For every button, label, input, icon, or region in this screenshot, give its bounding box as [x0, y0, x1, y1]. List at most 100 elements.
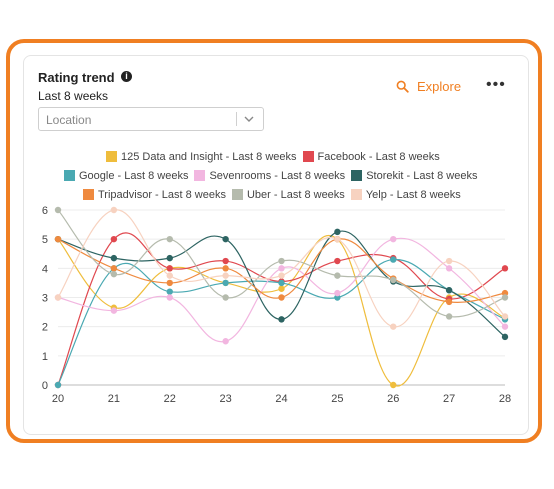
series-line	[57, 235, 506, 387]
legend-item[interactable]: Google - Last 8 weeks	[64, 170, 188, 182]
data-point	[390, 276, 397, 284]
legend-label: Facebook - Last 8 weeks	[317, 151, 440, 163]
legend-item[interactable]: Uber - Last 8 weeks	[231, 189, 345, 201]
data-point	[334, 228, 341, 236]
data-point	[278, 257, 285, 265]
data-point	[110, 270, 118, 278]
data-point	[110, 206, 118, 214]
legend-swatch	[64, 170, 75, 181]
legend-row-2: Google - Last 8 weeks Sevenrooms - Last 8…	[64, 170, 483, 182]
legend-row-1: 125 Data and Insight - Last 8 weeks Faceb…	[106, 151, 446, 163]
data-point	[278, 279, 285, 287]
data-point	[501, 265, 509, 272]
data-point	[166, 272, 173, 279]
data-point	[334, 272, 341, 279]
data-point	[54, 206, 62, 214]
data-point	[222, 294, 229, 301]
x-tick-label: 20	[52, 393, 64, 405]
legend-item[interactable]: Storekit - Last 8 weeks	[351, 170, 477, 182]
legend-label: Sevenrooms - Last 8 weeks	[209, 170, 346, 182]
data-point	[166, 288, 173, 295]
y-tick-label: 4	[42, 263, 48, 275]
legend-label: Uber - Last 8 weeks	[246, 189, 345, 201]
explore-label: Explore	[417, 79, 462, 94]
data-point	[501, 313, 509, 320]
legend-label: Tripadvisor - Last 8 weeks	[98, 189, 226, 201]
x-tick-label: 26	[387, 393, 399, 405]
data-point	[334, 289, 341, 297]
data-point	[390, 256, 397, 263]
legend-label: Yelp - Last 8 weeks	[365, 189, 461, 201]
legend-swatch	[231, 189, 243, 200]
search-icon	[396, 80, 409, 93]
legend-label: Google - Last 8 weeks	[79, 170, 189, 182]
legend-label: 125 Data and Insight - Last 8 weeks	[121, 151, 297, 163]
data-point	[445, 313, 453, 320]
y-tick-label: 6	[42, 205, 48, 217]
data-point	[334, 294, 341, 301]
data-point	[166, 235, 173, 243]
legend-item[interactable]: Facebook - Last 8 weeks	[302, 151, 440, 163]
data-point	[501, 323, 509, 330]
data-point	[110, 307, 118, 314]
card-title: Rating trend	[38, 70, 115, 85]
data-point	[278, 285, 285, 292]
data-point	[54, 294, 62, 301]
info-icon[interactable]: i	[121, 71, 132, 82]
legend-item[interactable]: Yelp - Last 8 weeks	[350, 189, 461, 201]
series-line	[57, 230, 506, 338]
explore-button[interactable]: Explore	[396, 79, 461, 94]
x-tick-label: 27	[443, 393, 455, 405]
data-point	[334, 257, 341, 265]
data-point	[166, 279, 173, 287]
data-point	[390, 381, 397, 389]
y-tick-label: 3	[42, 293, 48, 305]
data-point	[54, 235, 62, 243]
legend-swatch	[351, 170, 363, 181]
data-point	[166, 294, 173, 301]
data-point	[222, 257, 229, 265]
y-tick-label: 0	[42, 380, 48, 392]
x-tick-label: 24	[275, 393, 287, 405]
location-placeholder: Location	[46, 113, 92, 127]
data-point	[222, 235, 229, 243]
legend-row-3: Tripadvisor - Last 8 weeks Uber - Last 8 …	[83, 189, 467, 201]
card-subtitle: Last 8 weeks	[38, 89, 109, 103]
data-point	[501, 333, 509, 341]
legend-swatch	[194, 170, 206, 181]
data-point	[222, 338, 229, 345]
legend-item[interactable]: Sevenrooms - Last 8 weeks	[194, 170, 345, 182]
data-point	[166, 265, 173, 272]
data-point	[222, 265, 229, 272]
data-point	[54, 381, 62, 389]
legend-swatch	[83, 189, 94, 200]
legend-swatch	[106, 151, 117, 162]
data-point	[222, 272, 229, 279]
data-point	[110, 235, 118, 243]
data-point	[110, 265, 118, 272]
x-tick-label: 21	[108, 393, 120, 405]
more-options-button[interactable]: •••	[486, 76, 506, 93]
data-point	[501, 294, 509, 301]
chevron-down-icon	[244, 116, 254, 122]
location-select[interactable]: Location	[38, 107, 264, 131]
data-point	[445, 257, 453, 265]
data-point	[390, 235, 397, 243]
data-point	[501, 289, 509, 297]
legend-item[interactable]: Tripadvisor - Last 8 weeks	[83, 189, 226, 201]
legend-swatch	[302, 151, 314, 162]
data-point	[334, 235, 341, 243]
data-point	[278, 265, 285, 272]
select-divider	[236, 112, 237, 126]
series-line	[57, 209, 506, 328]
legend-label: Storekit - Last 8 weeks	[366, 170, 478, 182]
data-point	[390, 323, 397, 330]
data-point	[445, 287, 453, 294]
data-point	[278, 294, 285, 301]
y-tick-label: 5	[42, 234, 48, 246]
legend-item[interactable]: 125 Data and Insight - Last 8 weeks	[106, 151, 297, 163]
x-tick-label: 22	[164, 393, 176, 405]
data-point	[222, 279, 229, 287]
data-point	[166, 254, 173, 262]
